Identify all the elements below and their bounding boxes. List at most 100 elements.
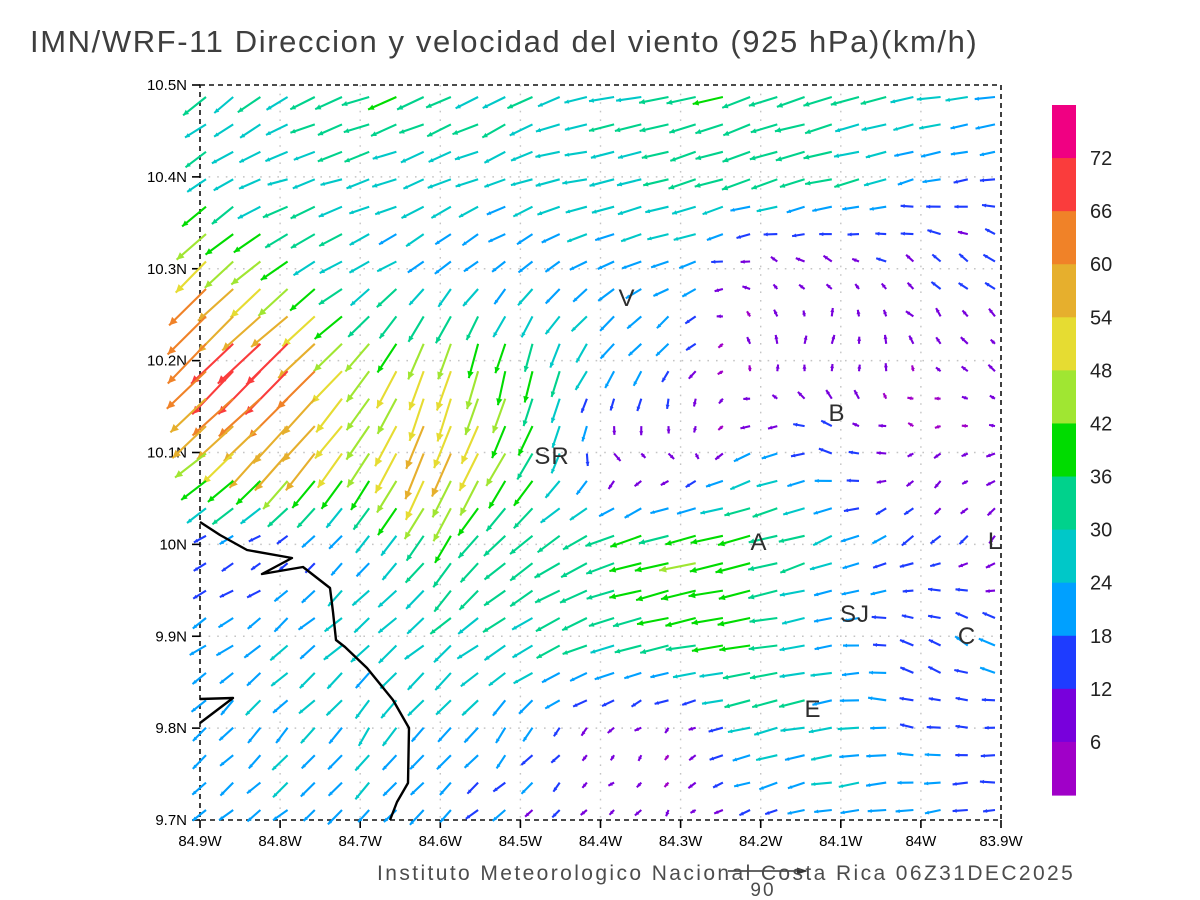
wind-arrow-head: [978, 638, 984, 643]
wind-arrow-head: [900, 204, 905, 208]
wind-arrow-head: [803, 101, 810, 107]
wind-arrow-head: [431, 487, 439, 497]
wind-arrow-head: [897, 780, 902, 785]
wind-arrow-head: [934, 424, 940, 429]
wind-arrow-head: [484, 574, 490, 580]
wind-arrow-head: [536, 653, 543, 659]
wind-arrow-head: [802, 364, 807, 369]
wind-arrow-head: [857, 336, 862, 341]
wind-arrow-head: [645, 209, 651, 214]
wind-arrow-head: [665, 811, 670, 817]
wind-arrow-head: [774, 309, 778, 315]
wind-arrow-head: [434, 657, 439, 663]
wind-arrow-head: [883, 393, 888, 398]
wind-arrow-head: [327, 820, 333, 825]
wind-arrow-head: [906, 482, 911, 487]
wind-arrow-head: [274, 627, 279, 632]
wind-arrow-head: [518, 448, 524, 456]
wind-arrow-head: [926, 204, 931, 209]
wind-arrow-head: [247, 681, 252, 686]
wind-arrow-head: [989, 423, 994, 428]
wind-arrow-head: [588, 622, 595, 627]
reference-vector-label: 90: [750, 880, 775, 900]
wind-arrow-head: [627, 324, 632, 329]
wind-arrow-head: [292, 500, 299, 508]
wind-arrow-head: [906, 254, 911, 259]
wind-arrow-head: [318, 299, 325, 305]
colorbar-segment: [1052, 635, 1076, 690]
wind-arrow-head: [830, 100, 837, 106]
wind-arrow-head: [865, 154, 871, 159]
wind-arrow-head: [776, 102, 784, 108]
wind-arrow-head: [660, 481, 666, 486]
wind-arrow-head: [636, 406, 641, 411]
wind-arrow-head: [488, 681, 494, 686]
wind-arrow-head: [538, 102, 543, 107]
wind-arrow-head: [349, 210, 354, 214]
wind-arrow-head: [324, 627, 330, 632]
wind-arrow-head: [467, 370, 474, 379]
wind-arrow-head: [955, 612, 961, 617]
wind-arrow-head: [273, 816, 278, 821]
wind-arrow: [166, 315, 207, 356]
wind-arrow-head: [979, 779, 985, 784]
wind-arrow-head: [430, 629, 436, 634]
wind-arrow-head: [717, 370, 723, 375]
wind-arrow-head: [662, 377, 666, 382]
wind-arrow-head: [432, 508, 440, 518]
wind-arrow-head: [192, 405, 201, 415]
wind-arrow-head: [507, 103, 514, 109]
wind-arrow-head: [493, 787, 498, 792]
wind-arrow-head: [463, 301, 468, 306]
wind-arrow-head: [535, 182, 541, 187]
wind-arrow-head: [803, 154, 810, 160]
wind-arrow-head: [839, 754, 844, 759]
wind-arrow-head: [328, 791, 333, 796]
wind-arrow-head: [633, 381, 638, 386]
wind-arrow-head: [688, 726, 693, 731]
wind-arrow-head: [483, 550, 490, 556]
wind-arrow-head: [950, 125, 955, 130]
wind-arrow-head: [689, 756, 694, 761]
wind-arrow-head: [708, 728, 714, 733]
wind-arrow-head: [314, 332, 322, 339]
colorbar-segment: [1052, 741, 1076, 796]
wind-arrow-head: [564, 126, 570, 131]
wind-arrow-head: [282, 337, 291, 347]
wind-arrow-head: [435, 336, 442, 344]
wind-arrow-head: [609, 406, 614, 411]
wind-arrow-head: [355, 683, 360, 689]
wind-arrow-head: [634, 811, 640, 816]
wind-arrow-head: [486, 478, 493, 486]
wind-arrow-head: [959, 539, 964, 545]
wind-arrow-head: [573, 297, 578, 302]
wind-arrow-head: [985, 282, 990, 287]
wind-arrow-head: [795, 257, 801, 262]
wind-arrow-head: [492, 267, 497, 272]
wind-arrow-head: [609, 566, 617, 573]
wind-arrow-head: [191, 707, 196, 712]
wind-arrow-head: [831, 334, 836, 340]
wind-arrow-head: [928, 697, 933, 701]
wind-arrow-head: [600, 326, 605, 331]
wind-arrow-head: [780, 568, 786, 574]
wind-arrow-head: [192, 816, 197, 821]
station-labels: V B SR A SJ C E L: [534, 285, 1001, 723]
colorbar-label: 66: [1090, 201, 1112, 223]
wind-arrow-head: [240, 133, 246, 138]
wind-arrow-head: [518, 300, 523, 306]
wind-arrow-head: [695, 454, 699, 459]
wind-arrow-head: [982, 203, 987, 208]
wind-arrow-head: [382, 765, 387, 770]
wind-arrow-head: [328, 601, 333, 607]
wind-arrow-head: [981, 697, 986, 702]
station-label-e: E: [804, 696, 821, 723]
colorbar-label: 18: [1090, 626, 1112, 648]
wind-arrow-head: [614, 648, 621, 654]
wind-arrow-head: [962, 310, 967, 315]
wind-arrow-head: [679, 264, 684, 269]
wind-arrow-head: [774, 127, 782, 133]
wind-arrow-head: [866, 783, 871, 787]
wind-arrow-head: [690, 809, 695, 813]
wind-arrow-head: [290, 243, 297, 248]
